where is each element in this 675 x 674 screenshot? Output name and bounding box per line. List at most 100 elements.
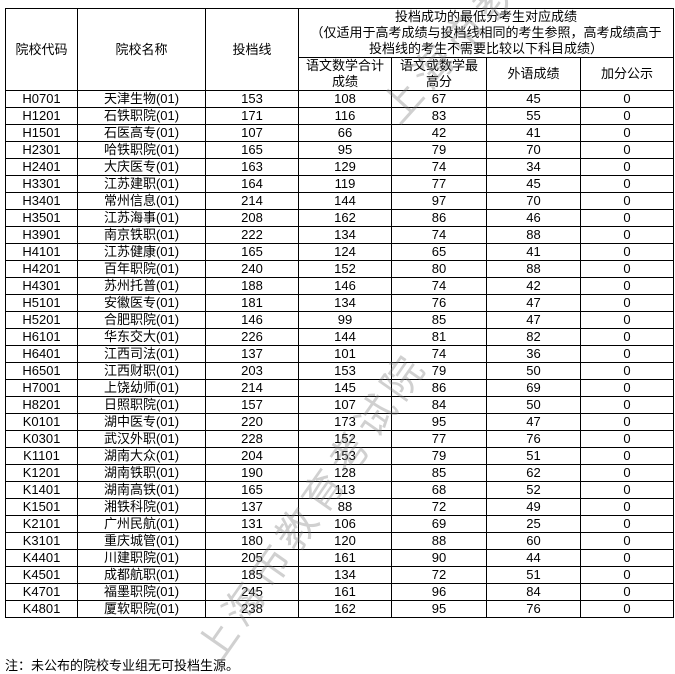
cell-school-name: 江苏海事(01) (77, 209, 206, 227)
cell-chinese-math-total: 152 (298, 260, 392, 278)
table-row: H0701 天津生物(01) 153 108 67 45 0 (5, 90, 675, 108)
cell-bonus-points: 0 (579, 396, 675, 414)
table-row: H6401 江西司法(01) 137 101 74 36 0 (5, 345, 675, 363)
cell-cutoff-line: 137 (205, 498, 299, 516)
cell-chinese-or-math-max: 79 (391, 141, 487, 159)
cell-cutoff-line: 204 (205, 447, 299, 465)
cell-foreign-language: 44 (486, 549, 581, 567)
cell-foreign-language: 42 (486, 277, 581, 295)
cell-school-name: 成都航职(01) (77, 566, 206, 584)
cell-bonus-points: 0 (579, 141, 675, 159)
header-group: 投档成功的最低分考生对应成绩 （仅适用于高考成绩与投档线相同的考生参照，高考成绩… (297, 8, 675, 58)
cell-school-name: 南京铁职(01) (77, 226, 206, 244)
cell-foreign-language: 34 (486, 158, 581, 176)
header-foreign-language: 外语成绩 (486, 57, 581, 91)
cell-cutoff-line: 220 (205, 413, 299, 431)
cell-bonus-points: 0 (579, 277, 675, 295)
cell-cutoff-line: 131 (205, 515, 299, 533)
cell-foreign-language: 41 (486, 124, 581, 142)
cell-foreign-language: 25 (486, 515, 581, 533)
cell-foreign-language: 76 (486, 600, 581, 618)
cell-chinese-or-math-max: 79 (391, 447, 487, 465)
cell-school-name: 湖南铁职(01) (77, 464, 206, 482)
cell-chinese-math-total: 161 (298, 549, 392, 567)
cell-school-code: H6401 (5, 345, 78, 363)
header-group-note-2: 投档线的考生不需要比较以下科目成绩） (369, 41, 604, 56)
cell-cutoff-line: 181 (205, 294, 299, 312)
table-row: H4201 百年职院(01) 240 152 80 88 0 (5, 260, 675, 278)
cell-cutoff-line: 190 (205, 464, 299, 482)
cell-cutoff-line: 203 (205, 362, 299, 380)
cell-bonus-points: 0 (579, 175, 675, 193)
cell-school-name: 江西司法(01) (77, 345, 206, 363)
cell-chinese-or-math-max: 74 (391, 226, 487, 244)
cell-school-name: 重庆城管(01) (77, 532, 206, 550)
cell-bonus-points: 0 (579, 532, 675, 550)
header-text: 高分 (425, 74, 452, 89)
cell-school-name: 百年职院(01) (77, 260, 206, 278)
cell-cutoff-line: 107 (205, 124, 299, 142)
cell-chinese-or-math-max: 72 (391, 498, 487, 516)
cell-chinese-math-total: 173 (298, 413, 392, 431)
cell-chinese-or-math-max: 74 (391, 345, 487, 363)
cell-chinese-or-math-max: 97 (391, 192, 487, 210)
cell-school-code: H5101 (5, 294, 78, 312)
cell-foreign-language: 82 (486, 328, 581, 346)
cell-chinese-math-total: 134 (298, 226, 392, 244)
cell-bonus-points: 0 (579, 311, 675, 329)
cell-chinese-math-total: 99 (298, 311, 392, 329)
table-row: H4101 江苏健康(01) 165 124 65 41 0 (5, 243, 675, 261)
cell-school-code: K2101 (5, 515, 78, 533)
cell-chinese-math-total: 162 (298, 209, 392, 227)
cell-chinese-or-math-max: 95 (391, 413, 487, 431)
cell-foreign-language: 70 (486, 192, 581, 210)
table-row: K4501 成都航职(01) 185 134 72 51 0 (5, 566, 675, 584)
cell-chinese-or-math-max: 83 (391, 107, 487, 125)
cell-foreign-language: 50 (486, 396, 581, 414)
cell-school-name: 哈铁职院(01) (77, 141, 206, 159)
cell-chinese-or-math-max: 69 (391, 515, 487, 533)
cell-school-name: 苏州托普(01) (77, 277, 206, 295)
cell-foreign-language: 41 (486, 243, 581, 261)
table-row: K2101 广州民航(01) 131 106 69 25 0 (5, 515, 675, 533)
cell-foreign-language: 84 (486, 583, 581, 601)
cell-cutoff-line: 188 (205, 277, 299, 295)
cell-school-code: H4101 (5, 243, 78, 261)
table-row: H3301 江苏建职(01) 164 119 77 45 0 (5, 175, 675, 193)
cell-foreign-language: 52 (486, 481, 581, 499)
cell-school-name: 石医高专(01) (77, 124, 206, 142)
cell-school-code: H7001 (5, 379, 78, 397)
cell-chinese-math-total: 128 (298, 464, 392, 482)
cell-school-code: H1201 (5, 107, 78, 125)
cell-chinese-or-math-max: 80 (391, 260, 487, 278)
cell-school-name: 上饶幼师(01) (77, 379, 206, 397)
header-chinese-math-total: 语文数学合计 成绩 (298, 57, 392, 91)
cell-school-code: H4301 (5, 277, 78, 295)
cell-chinese-math-total: 162 (298, 600, 392, 618)
cell-chinese-math-total: 144 (298, 328, 392, 346)
cell-school-code: H8201 (5, 396, 78, 414)
cell-bonus-points: 0 (579, 566, 675, 584)
cell-bonus-points: 0 (579, 294, 675, 312)
header-group-title: 投档成功的最低分考生对应成绩 (395, 9, 578, 24)
cell-bonus-points: 0 (579, 600, 675, 618)
header-bonus-points: 加分公示 (579, 57, 675, 91)
cell-school-name: 江苏健康(01) (77, 243, 206, 261)
cell-cutoff-line: 240 (205, 260, 299, 278)
cell-chinese-math-total: 107 (298, 396, 392, 414)
cell-school-code: H3901 (5, 226, 78, 244)
cell-school-code: K0101 (5, 413, 78, 431)
cell-chinese-math-total: 134 (298, 294, 392, 312)
table-row: H3501 江苏海事(01) 208 162 86 46 0 (5, 209, 675, 227)
cell-chinese-or-math-max: 65 (391, 243, 487, 261)
table-row: H1501 石医高专(01) 107 66 42 41 0 (5, 124, 675, 142)
cell-school-name: 江苏建职(01) (77, 175, 206, 193)
cell-bonus-points: 0 (579, 583, 675, 601)
cell-school-name: 湖南大众(01) (77, 447, 206, 465)
cell-chinese-math-total: 108 (298, 90, 392, 108)
cell-foreign-language: 45 (486, 175, 581, 193)
header-text: 语文或数学最 (399, 58, 478, 73)
cell-school-name: 大庆医专(01) (77, 158, 206, 176)
cell-cutoff-line: 153 (205, 90, 299, 108)
cell-chinese-math-total: 152 (298, 430, 392, 448)
